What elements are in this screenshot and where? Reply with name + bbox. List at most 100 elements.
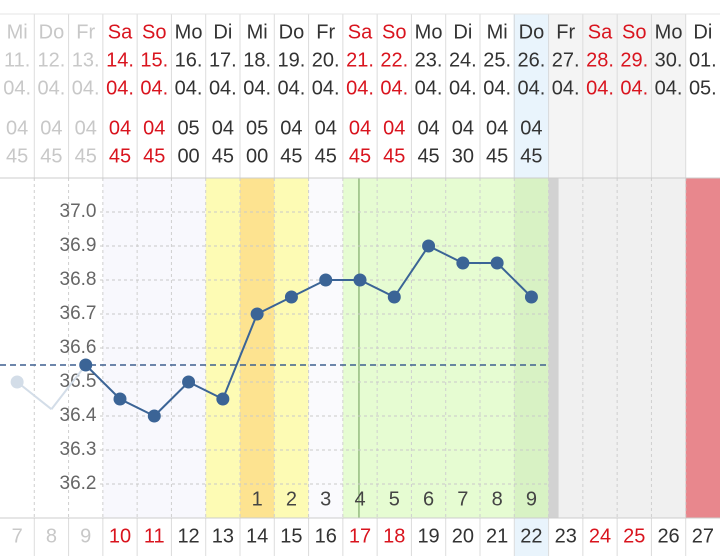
time-minute: 30 bbox=[452, 145, 474, 167]
date-month: 04. bbox=[655, 77, 683, 99]
cycle-day: 8 bbox=[46, 525, 57, 547]
date-day: 19. bbox=[278, 49, 306, 71]
weekday: Mi bbox=[7, 21, 28, 43]
time-hour: 04 bbox=[280, 117, 302, 139]
time-hour: 04 bbox=[520, 117, 542, 139]
cycle-day: 12 bbox=[177, 525, 199, 547]
y-tick-label: 36.8 bbox=[60, 269, 97, 290]
time-hour: 04 bbox=[6, 117, 28, 139]
y-tick-label: 36.9 bbox=[60, 235, 97, 256]
column-band bbox=[68, 178, 104, 518]
column-band bbox=[34, 178, 70, 518]
temperature-line bbox=[393, 245, 430, 298]
weekday: So bbox=[622, 21, 646, 43]
time-minute: 45 bbox=[109, 145, 131, 167]
temperature-point bbox=[182, 375, 196, 389]
column-band bbox=[274, 178, 310, 518]
date-month: 04. bbox=[380, 77, 408, 99]
y-tick-label: 36.3 bbox=[60, 439, 97, 460]
column-band bbox=[685, 178, 720, 518]
y-tick-label: 36.2 bbox=[60, 473, 97, 494]
time-hour: 04 bbox=[40, 117, 62, 139]
weekday: Di bbox=[693, 21, 712, 43]
weekday: Sa bbox=[348, 21, 373, 43]
cycle-day: 13 bbox=[212, 525, 234, 547]
post-ovulation-day: 7 bbox=[457, 488, 468, 510]
date-day: 22. bbox=[380, 49, 408, 71]
y-tick-label: 36.4 bbox=[60, 405, 97, 426]
cycle-day: 18 bbox=[383, 525, 405, 547]
cycle-day: 27 bbox=[692, 525, 714, 547]
date-month: 05. bbox=[689, 77, 717, 99]
date-day: 30. bbox=[655, 49, 683, 71]
time-minute: 00 bbox=[246, 145, 268, 167]
temperature-point bbox=[147, 409, 161, 423]
cycle-day: 9 bbox=[80, 525, 91, 547]
date-day: 25. bbox=[483, 49, 511, 71]
date-month: 04. bbox=[415, 77, 443, 99]
column-band bbox=[514, 178, 550, 518]
date-day: 23. bbox=[415, 49, 443, 71]
date-month: 04. bbox=[209, 77, 237, 99]
time-minute: 45 bbox=[40, 145, 62, 167]
date-day: 14. bbox=[106, 49, 134, 71]
weekday: So bbox=[382, 21, 406, 43]
date-month: 04. bbox=[483, 77, 511, 99]
temperature-line bbox=[221, 313, 259, 400]
weekday: Sa bbox=[588, 21, 613, 43]
date-month: 04. bbox=[620, 77, 648, 99]
date-day: 13. bbox=[72, 49, 100, 71]
time-minute: 45 bbox=[486, 145, 508, 167]
date-month: 04. bbox=[552, 77, 580, 99]
weekday: Do bbox=[279, 21, 305, 43]
future-header bbox=[617, 14, 652, 178]
time-hour: 05 bbox=[246, 117, 268, 139]
time-minute: 45 bbox=[383, 145, 405, 167]
cycle-day: 25 bbox=[623, 525, 645, 547]
time-hour: 04 bbox=[109, 117, 131, 139]
weekday: Di bbox=[213, 21, 232, 43]
time-minute: 45 bbox=[417, 145, 439, 167]
cycle-day: 19 bbox=[417, 525, 439, 547]
temperature-point bbox=[10, 375, 24, 389]
date-day: 18. bbox=[243, 49, 271, 71]
weekday: Sa bbox=[108, 21, 133, 43]
time-minute: 45 bbox=[143, 145, 165, 167]
column-band bbox=[617, 178, 652, 518]
column-band bbox=[411, 178, 447, 518]
post-ovulation-day: 8 bbox=[492, 488, 503, 510]
date-month: 04. bbox=[312, 77, 340, 99]
time-hour: 04 bbox=[486, 117, 508, 139]
post-ovulation-day: 5 bbox=[389, 488, 400, 510]
date-month: 04. bbox=[449, 77, 477, 99]
cycle-day: 26 bbox=[657, 525, 679, 547]
time-hour: 04 bbox=[143, 117, 165, 139]
temperature-point bbox=[490, 256, 504, 270]
cycle-day: 20 bbox=[452, 525, 474, 547]
today-edge bbox=[548, 178, 559, 518]
column-band bbox=[171, 178, 207, 518]
weekday: Mi bbox=[487, 21, 508, 43]
temperature-point bbox=[422, 239, 436, 253]
column-band bbox=[651, 178, 687, 518]
date-day: 20. bbox=[312, 49, 340, 71]
column-band bbox=[582, 178, 618, 518]
date-month: 04. bbox=[106, 77, 134, 99]
today-footer bbox=[514, 518, 549, 556]
post-ovulation-day: 3 bbox=[320, 488, 331, 510]
weekday: Fr bbox=[76, 21, 95, 43]
time-hour: 04 bbox=[315, 117, 337, 139]
date-day: 01. bbox=[689, 49, 717, 71]
date-day: 15. bbox=[140, 49, 168, 71]
cycle-day: 11 bbox=[144, 525, 165, 547]
cycle-day: 7 bbox=[12, 525, 23, 547]
weekday: Do bbox=[519, 21, 545, 43]
temperature-point bbox=[524, 290, 538, 304]
temperature-point bbox=[113, 392, 127, 406]
post-ovulation-day: 6 bbox=[423, 488, 434, 510]
time-minute: 45 bbox=[6, 145, 28, 167]
temperature-point bbox=[456, 256, 470, 270]
date-day: 12. bbox=[38, 49, 66, 71]
weekday: Mo bbox=[655, 21, 683, 43]
